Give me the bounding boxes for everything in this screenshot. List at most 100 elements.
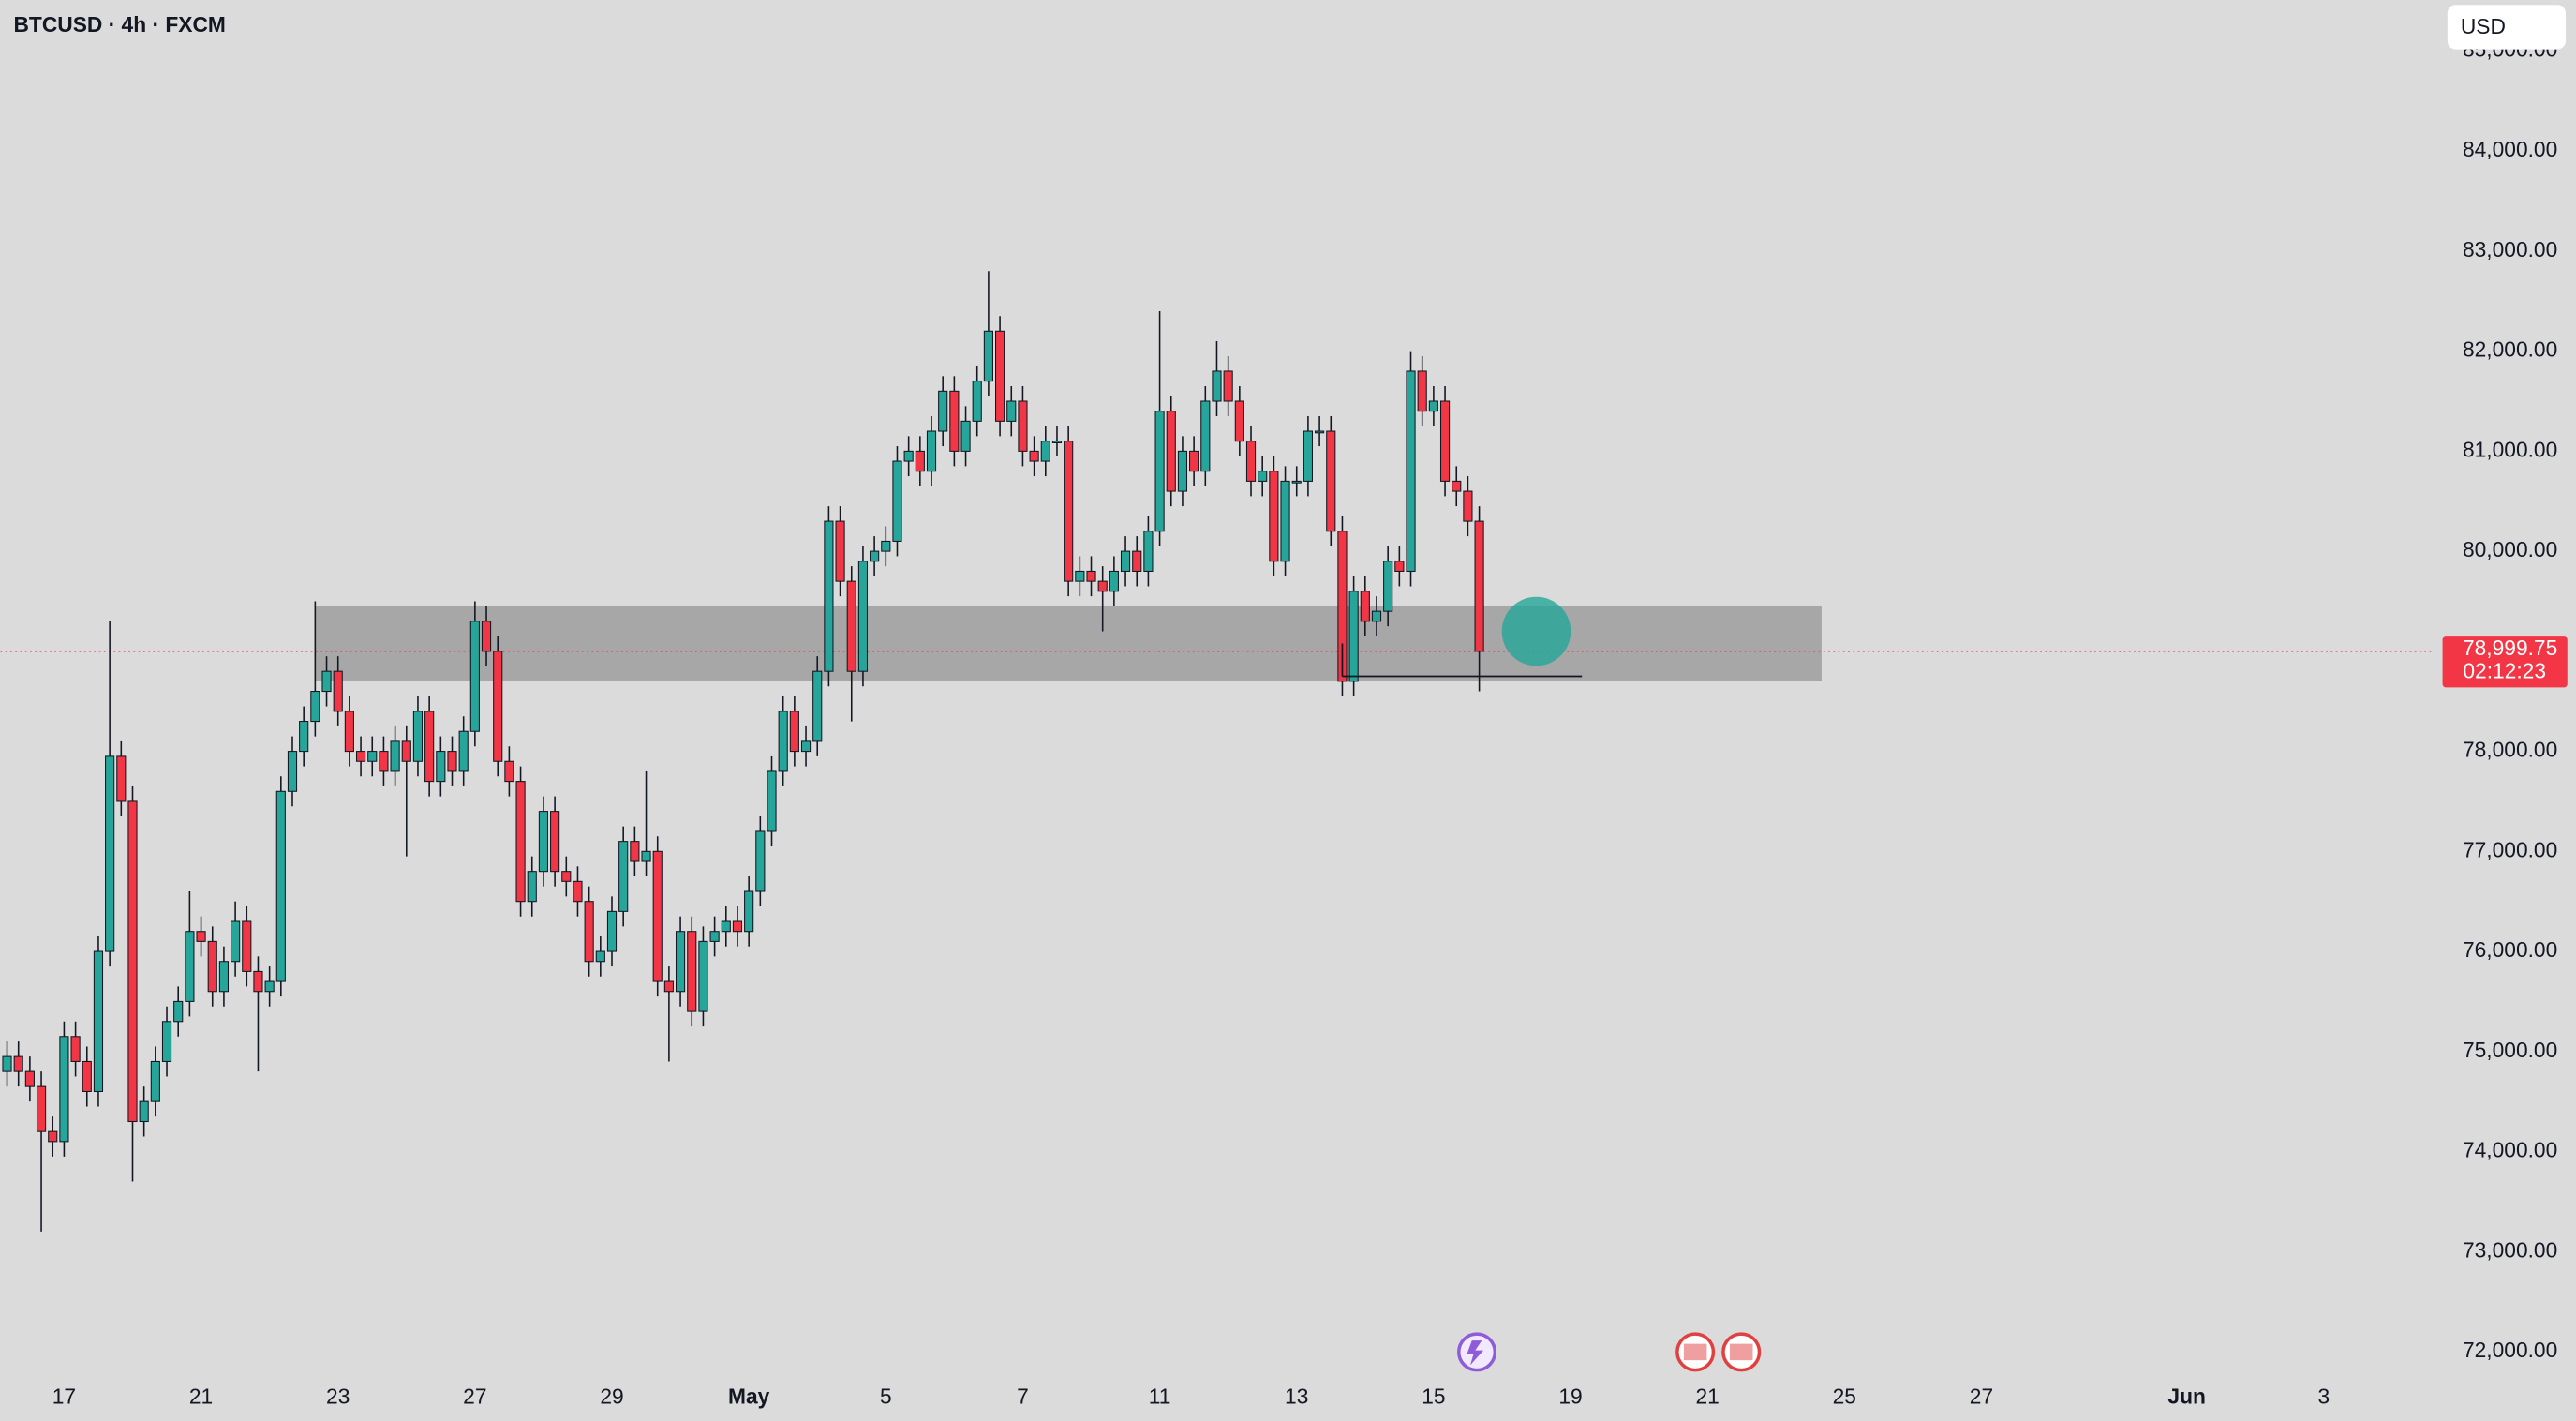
currency-label[interactable]: USD — [2461, 14, 2506, 38]
candle-body — [573, 880, 583, 903]
candle-body — [127, 800, 138, 1123]
candle-body — [1337, 531, 1348, 682]
x-tick-label: 23 — [326, 1384, 350, 1408]
candle-body — [744, 890, 754, 933]
candle-body — [1154, 411, 1165, 532]
candle-body — [1166, 411, 1176, 492]
candle-body — [835, 520, 845, 582]
candle-body — [1406, 370, 1416, 572]
candle-body — [1018, 400, 1028, 452]
x-tick-label: 15 — [1422, 1384, 1445, 1408]
candle-body — [1029, 450, 1039, 462]
candle-body — [2, 1055, 12, 1072]
x-tick-label: 27 — [1970, 1384, 1993, 1408]
candle-body — [196, 931, 206, 942]
x-tick-label: 29 — [600, 1384, 623, 1408]
candle-body — [550, 811, 560, 873]
candle-body — [1439, 400, 1451, 482]
candle-body — [903, 450, 914, 462]
candle-body — [755, 830, 766, 892]
candle-body — [469, 621, 480, 732]
candle-body — [618, 841, 629, 912]
candle-body — [789, 710, 799, 753]
candle-body — [732, 920, 743, 933]
plot-area — [0, 271, 2432, 1232]
candle-body — [972, 381, 982, 422]
candle-body — [824, 520, 834, 672]
candle-body — [150, 1060, 160, 1102]
candle-body — [960, 420, 971, 452]
candle-body — [1075, 570, 1085, 582]
candle-body — [48, 1130, 58, 1143]
candle-body — [584, 901, 594, 963]
candle-body — [379, 751, 389, 772]
candle-body — [412, 710, 424, 762]
last-price-box — [2442, 636, 2568, 688]
currency-button[interactable] — [2447, 5, 2567, 50]
chart-title: BTCUSD · 4h · FXCM — [13, 12, 225, 37]
candle-body — [185, 931, 195, 1002]
candle-body — [424, 710, 435, 783]
y-tick-label: 80,000.00 — [2463, 537, 2557, 561]
candle-body — [264, 980, 275, 993]
candle-body — [493, 651, 503, 762]
x-tick-label: 17 — [52, 1384, 76, 1408]
candle-body — [93, 950, 104, 1093]
candle-body — [447, 751, 457, 772]
candle-body — [105, 755, 115, 952]
y-tick-label: 76,000.00 — [2463, 937, 2557, 962]
candle-body — [1394, 561, 1405, 572]
y-tick-label: 73,000.00 — [2463, 1237, 2557, 1262]
candle-body — [1189, 450, 1199, 472]
candle-body — [1143, 531, 1154, 572]
candle-body — [630, 841, 640, 862]
candle-body — [1234, 400, 1244, 442]
candle-body — [1200, 400, 1211, 472]
y-tick-label: 74,000.00 — [2463, 1138, 2557, 1162]
candle-body — [24, 1070, 35, 1087]
candle-body — [367, 751, 378, 762]
candle-body — [641, 850, 651, 862]
candle-body — [846, 580, 856, 672]
candle-body — [1040, 441, 1050, 462]
candle-body — [1315, 430, 1325, 434]
marker — [1501, 596, 1571, 666]
candle-body — [709, 931, 720, 942]
candle-body — [881, 540, 891, 552]
y-tick-label: 81,000.00 — [2463, 437, 2557, 461]
candle-body — [1177, 450, 1188, 492]
candle-body — [1051, 441, 1063, 443]
candle-body — [606, 910, 618, 952]
candle-body — [538, 811, 549, 873]
candle-body — [1064, 441, 1074, 582]
candle-body — [1360, 591, 1370, 622]
x-tick-label: Jun — [2167, 1384, 2205, 1408]
countdown-label: 02:12:23 — [2463, 659, 2546, 683]
candle-body — [595, 950, 605, 963]
x-tick-label: 3 — [2317, 1384, 2330, 1408]
candle-body — [231, 920, 241, 963]
candle-body — [1428, 400, 1438, 412]
candle-body — [1463, 490, 1473, 522]
candle-body — [207, 940, 217, 993]
candle-body — [1212, 370, 1222, 402]
candle-body — [321, 670, 332, 693]
y-tick-label: 82,000.00 — [2463, 337, 2557, 362]
candle-body — [926, 430, 937, 472]
candle-body — [82, 1060, 92, 1093]
candle-body — [1417, 370, 1427, 412]
candle-body — [1086, 570, 1096, 582]
candle-body — [1006, 400, 1017, 422]
candle-body — [1245, 441, 1257, 482]
y-tick-label: 83,000.00 — [2463, 237, 2557, 262]
candle-body — [242, 920, 252, 972]
candle-body — [253, 970, 263, 993]
candle-body — [504, 760, 514, 783]
candle-body — [36, 1085, 47, 1132]
y-tick-label: 77,000.00 — [2463, 837, 2557, 861]
candle-body — [1348, 591, 1359, 682]
y-tick-label: 78,000.00 — [2463, 738, 2557, 762]
candle-body — [299, 721, 309, 753]
